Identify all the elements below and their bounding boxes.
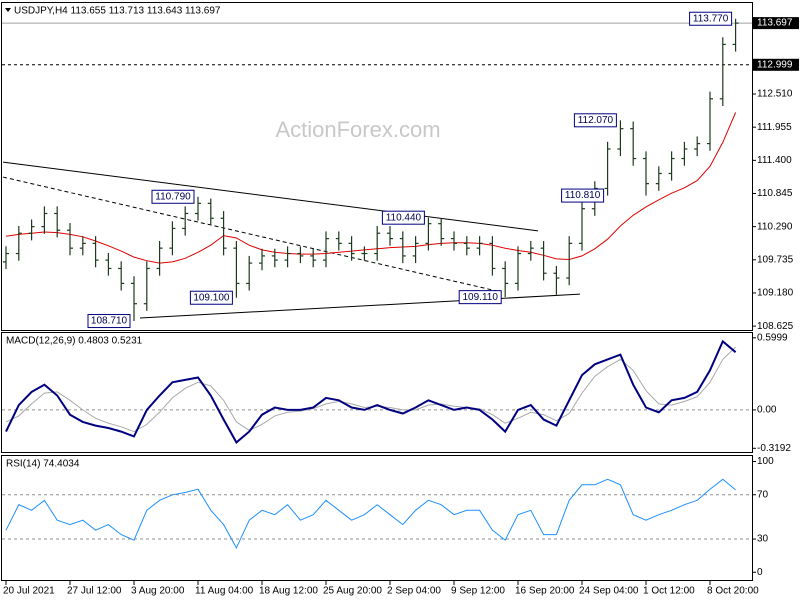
moving-average <box>5 112 737 264</box>
y-tick-label: 111.955 <box>757 122 792 133</box>
price-line-label: 112.999 <box>757 59 793 70</box>
y-tick-label: 111.400 <box>757 155 792 166</box>
extreme-label: 109.110 <box>462 292 498 303</box>
extreme-label: 108.710 <box>91 316 128 327</box>
rsi-line <box>5 478 736 550</box>
main-panel-frame <box>1 2 753 331</box>
x-tick-label: 18 Aug 12:00 <box>259 586 318 597</box>
x-tick-label: 2 Sep 04:00 <box>387 586 441 597</box>
y-tick-label: 108.625 <box>757 321 794 332</box>
trend-line <box>139 293 580 319</box>
rsi-panel-frame <box>1 455 753 581</box>
extreme-label-box <box>458 290 502 305</box>
rsi-title: RSI(14) 74.4034 <box>6 459 80 470</box>
trend-line <box>2 161 539 232</box>
price-line-label-bg <box>752 17 799 30</box>
extreme-label-box <box>151 189 195 204</box>
y-tick-label: 100 <box>757 456 774 467</box>
x-tick-label: 24 Sep 04:00 <box>579 586 639 597</box>
x-tick-label: 3 Aug 20:00 <box>131 586 185 597</box>
extreme-label: 110.440 <box>386 212 422 223</box>
y-tick-label: 109.180 <box>757 288 794 299</box>
y-tick-label: 30 <box>757 534 769 545</box>
trend-line <box>2 176 501 293</box>
x-tick-label: 20 Jul 2021 <box>3 586 55 597</box>
extreme-label: 113.770 <box>693 13 729 24</box>
extreme-label: 110.810 <box>565 190 601 201</box>
x-tick-label: 27 Jul 12:00 <box>67 586 122 597</box>
extreme-label-box <box>87 314 131 329</box>
extreme-label-box <box>689 11 733 26</box>
extreme-label-box <box>189 290 233 305</box>
x-tick-label: 9 Sep 12:00 <box>451 586 505 597</box>
chart-title: USDJPY,H4 113.655 113.713 113.643 113.69… <box>14 6 221 17</box>
y-tick-label: 0 <box>757 567 763 578</box>
y-tick-label: 112.510 <box>757 89 793 100</box>
extreme-label: 112.070 <box>578 115 614 126</box>
extreme-label-box <box>573 113 617 128</box>
title-icon <box>5 8 11 12</box>
extreme-label-box <box>561 188 605 203</box>
watermark: ActionForex.com <box>275 117 440 142</box>
x-tick-label: 8 Oct 20:00 <box>707 586 759 597</box>
extreme-label: 109.100 <box>193 292 230 303</box>
x-tick-label: 16 Sep 20:00 <box>515 586 575 597</box>
y-tick-label: 110.845 <box>757 188 793 199</box>
price-line-label: 113.697 <box>757 18 793 29</box>
y-tick-label: 70 <box>757 489 769 500</box>
extreme-label-box <box>381 210 425 225</box>
macd-title: MACD(12,26,9) 0.4803 0.5231 <box>6 336 143 347</box>
macd-line <box>5 339 737 444</box>
y-tick-label: 0.00 <box>757 405 777 416</box>
x-tick-label: 1 Oct 12:00 <box>643 586 695 597</box>
y-tick-label: 109.735 <box>757 254 794 265</box>
x-tick-label: 25 Aug 20:00 <box>323 586 382 597</box>
y-tick-label: -0.3192 <box>757 443 791 454</box>
macd-panel-frame <box>1 332 753 453</box>
extreme-label: 110.790 <box>155 191 191 202</box>
y-tick-label: 0.5999 <box>757 332 788 343</box>
x-tick-label: 11 Aug 04:00 <box>195 586 254 597</box>
price-line-label-bg <box>752 58 799 71</box>
y-tick-label: 110.290 <box>757 221 793 232</box>
